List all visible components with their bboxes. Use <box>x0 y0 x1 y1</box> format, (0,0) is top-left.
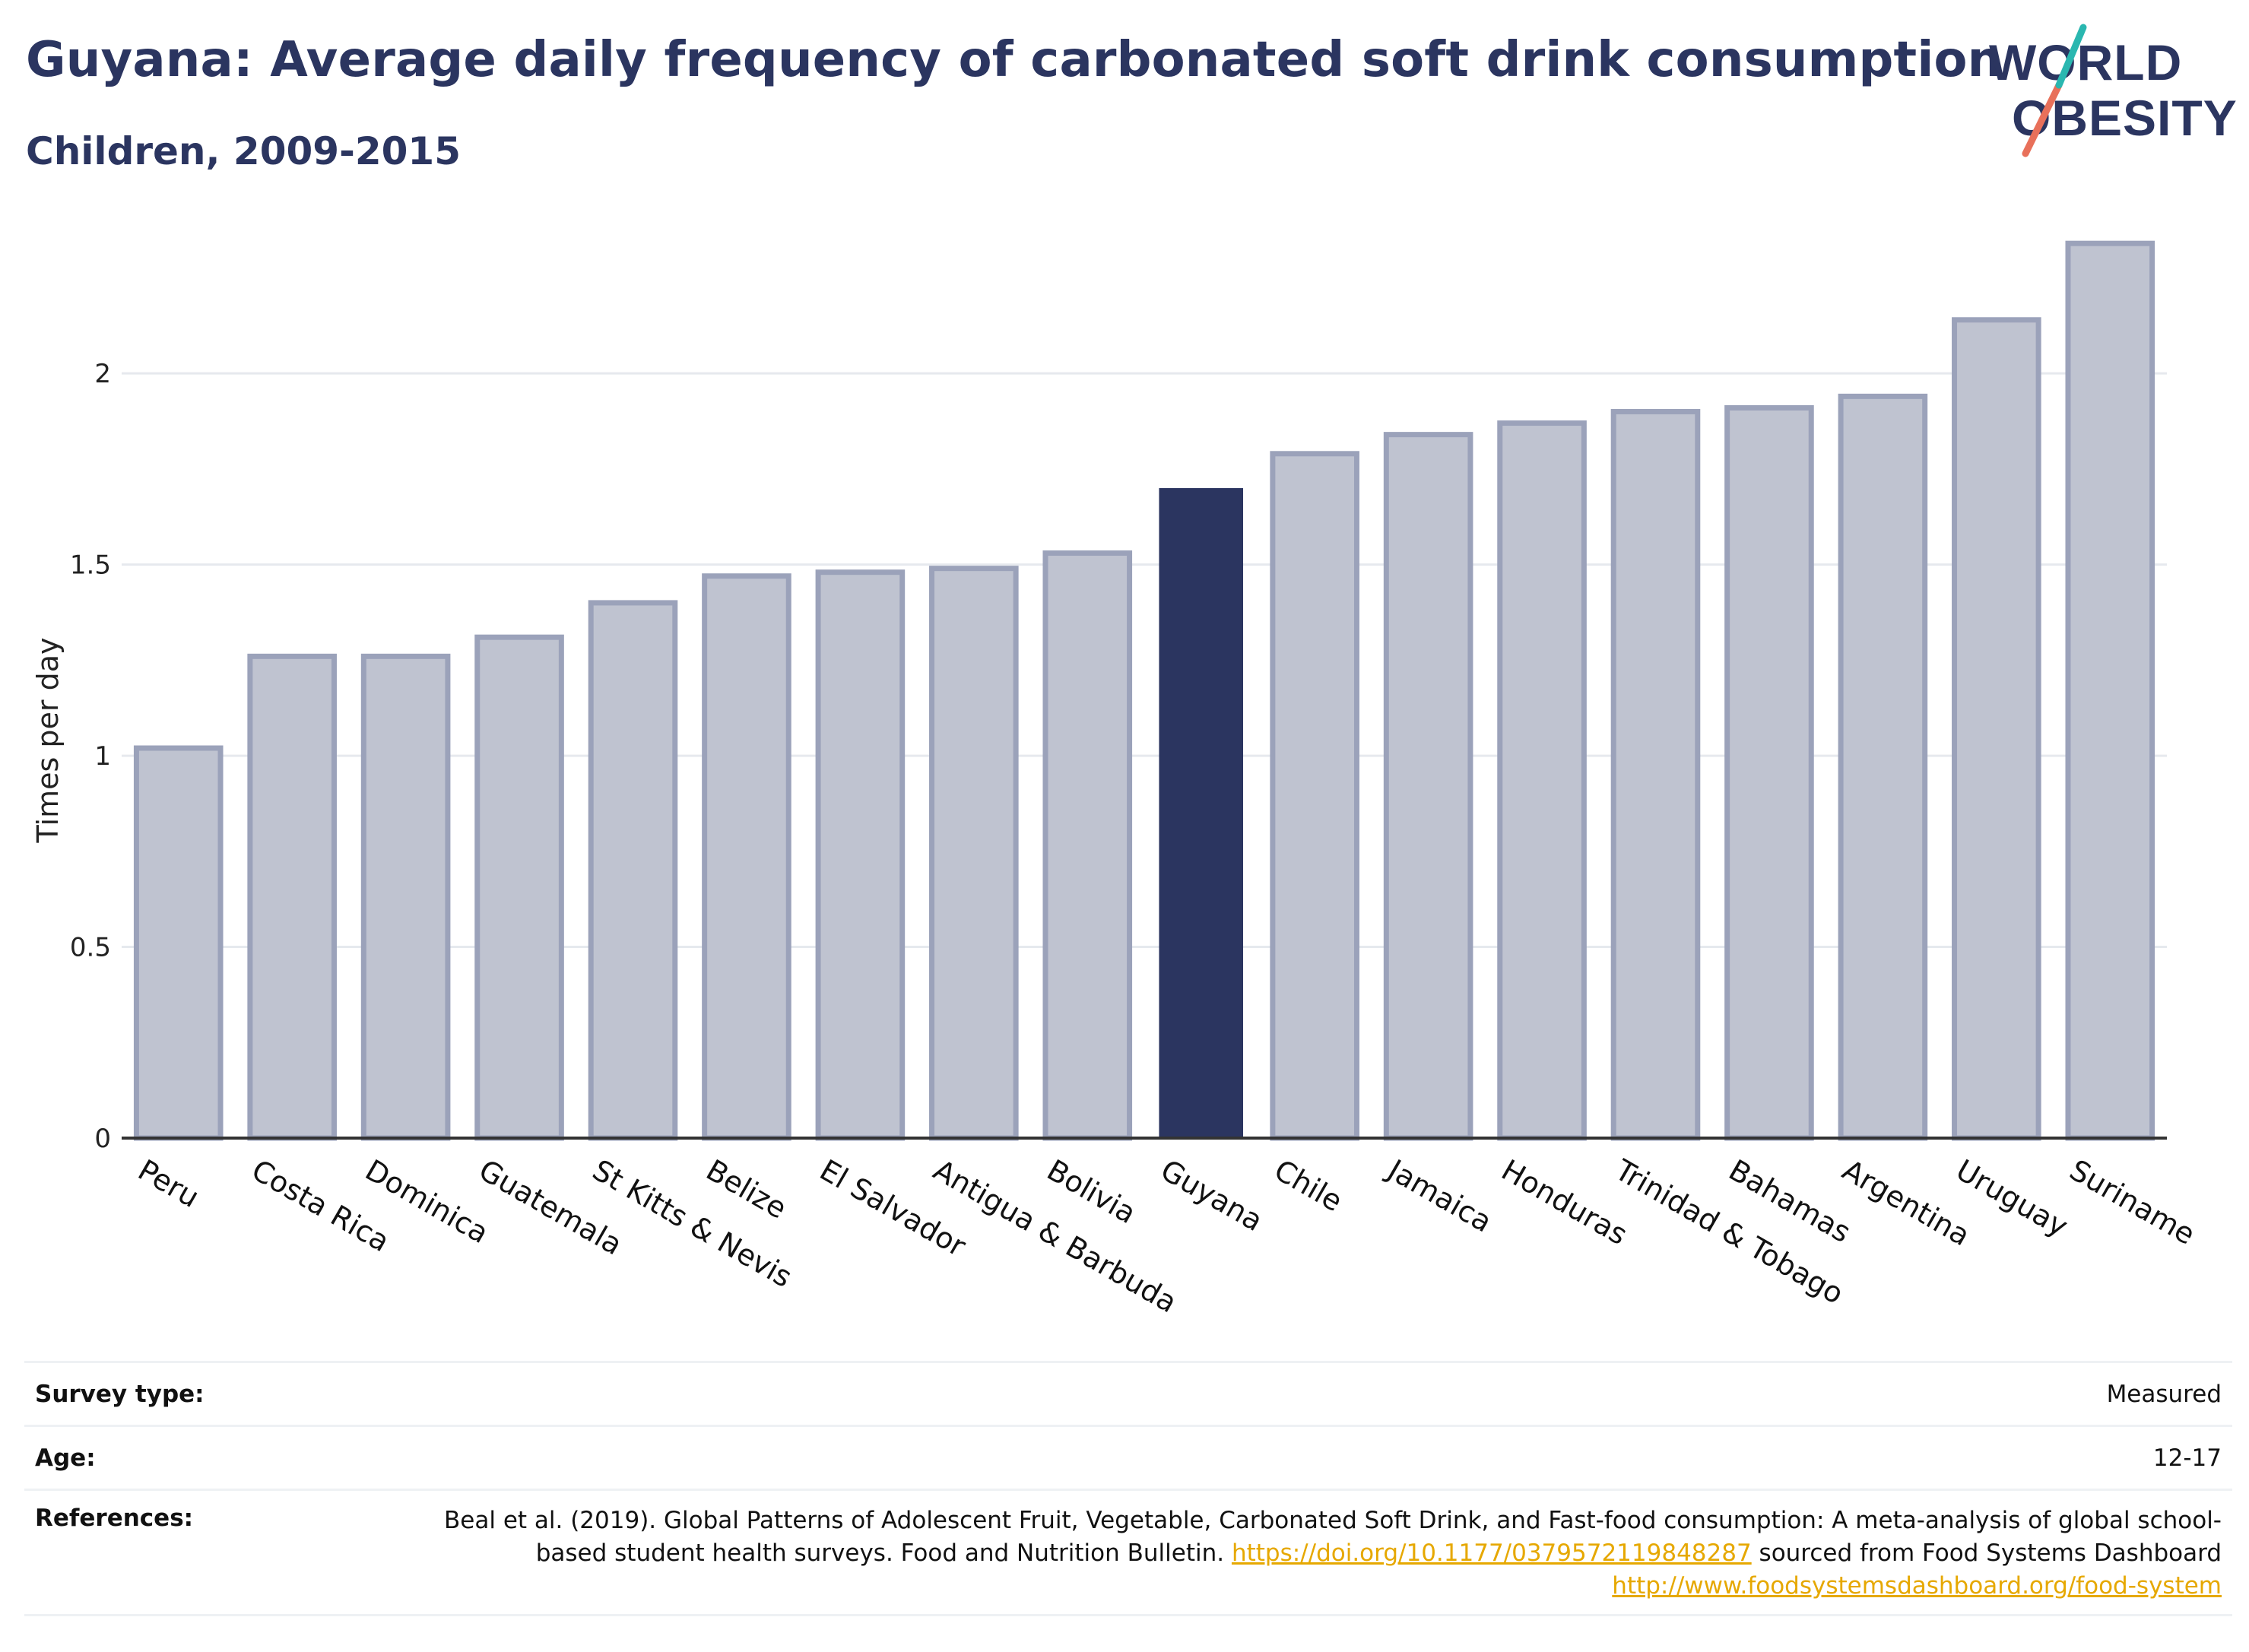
y-tick-label: 1 <box>94 741 111 772</box>
bar-uruguay <box>1952 317 2041 1141</box>
chart-subtitle: Children, 2009-2015 <box>26 129 461 173</box>
x-tick-label: Peru <box>132 1153 205 1214</box>
bar-costa-rica <box>247 653 337 1141</box>
y-axis-label: Times per day <box>31 638 65 844</box>
bar-chile <box>1270 451 1359 1141</box>
bar-belize <box>702 573 791 1141</box>
metadata-table: Survey type: Measured Age: 12-17 Referen… <box>24 1361 2232 1616</box>
x-tick-label: Chile <box>1269 1153 1348 1219</box>
age-row: Age: 12-17 <box>24 1425 2232 1489</box>
references-text-1: Beal et al. (2019). Global Patterns of A… <box>444 1507 2222 1567</box>
x-tick-label: Suriname <box>2064 1153 2201 1251</box>
x-tick-label: Argentina <box>1837 1153 1976 1253</box>
bar-guatemala <box>474 634 564 1141</box>
chart-title: Guyana: Average daily frequency of carbo… <box>26 32 2003 88</box>
age-label: Age: <box>35 1444 96 1472</box>
survey-type-value: Measured <box>2106 1380 2222 1408</box>
logo-line-1: WORLD <box>1989 34 2182 90</box>
bar-antigua-barbuda <box>929 566 1019 1141</box>
y-tick-label: 2 <box>94 359 111 389</box>
references-text-2: sourced from Food Systems Dashboard <box>1759 1539 2222 1567</box>
bar-el-salvador <box>815 569 906 1141</box>
bar-bahamas <box>1724 404 1814 1141</box>
bar-dominica <box>360 653 451 1141</box>
x-tick-label: Honduras <box>1496 1153 1633 1252</box>
y-tick-label: 0 <box>94 1124 111 1154</box>
bar-suriname <box>2065 240 2155 1141</box>
references-label: References: <box>35 1505 194 1532</box>
logo-slash-red <box>2022 81 2063 157</box>
survey-type-label: Survey type: <box>35 1380 205 1408</box>
logo-slash-teal <box>2055 24 2087 89</box>
bar-guyana <box>1159 488 1244 1138</box>
y-tick-label: 1.5 <box>70 550 111 581</box>
bar-st-kitts-nevis <box>588 600 678 1141</box>
x-tick-label: Belize <box>700 1153 792 1226</box>
bar-honduras <box>1497 420 1587 1141</box>
bar-argentina <box>1838 393 1928 1141</box>
bar-jamaica <box>1383 432 1473 1141</box>
bar-trinidad-tobago <box>1610 408 1701 1141</box>
x-tick-label: Jamaica <box>1381 1153 1497 1239</box>
references-value: Beal et al. (2019). Global Patterns of A… <box>374 1505 2222 1603</box>
references-row: References: Beal et al. (2019). Global P… <box>24 1489 2232 1616</box>
x-tick-label: Guyana <box>1155 1153 1268 1238</box>
x-tick-label: St Kitts & Nevis <box>587 1153 798 1294</box>
survey-type-row: Survey type: Measured <box>24 1361 2232 1425</box>
bar-peru <box>133 745 224 1141</box>
bar-bolivia <box>1042 550 1133 1141</box>
dashboard-link[interactable]: http://www.foodsystemsdashboard.org/food… <box>1612 1572 2222 1600</box>
y-tick-label: 0.5 <box>70 933 111 963</box>
world-obesity-logo: WORLD OBESITY <box>1989 23 2240 160</box>
doi-link[interactable]: https://doi.org/10.1177/0379572119848287 <box>1231 1539 1752 1567</box>
age-value: 12-17 <box>2152 1444 2222 1472</box>
